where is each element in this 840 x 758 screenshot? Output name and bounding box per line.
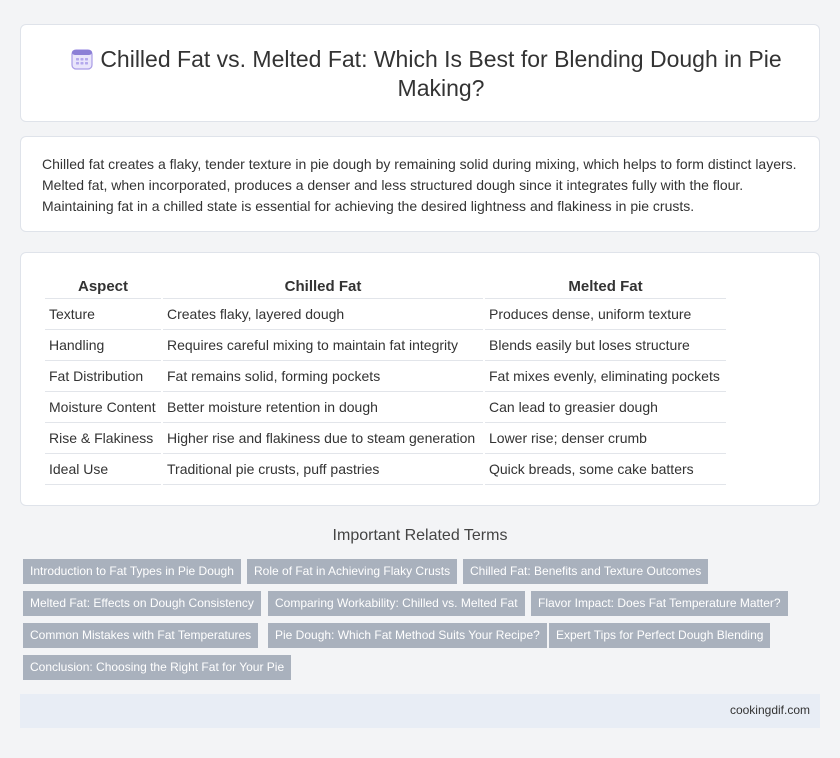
related-terms-heading: Important Related Terms	[332, 527, 508, 544]
table-cell: Texture	[45, 299, 161, 330]
intro-paragraph: Chilled fat creates a flaky, tender text…	[42, 156, 797, 214]
header-chilled-fat: Chilled Fat	[163, 275, 483, 299]
table-cell: Creates flaky, layered dough	[163, 299, 483, 330]
related-term-tag[interactable]: Flavor Impact: Does Fat Temperature Matt…	[531, 591, 788, 616]
table-cell: Handling	[45, 330, 161, 361]
table-cell: Moisture Content	[45, 392, 161, 423]
calendar-icon	[71, 49, 93, 70]
related-term-tag[interactable]: Role of Fat in Achieving Flaky Crusts	[247, 559, 458, 584]
related-term-tag[interactable]: Introduction to Fat Types in Pie Dough	[23, 559, 241, 584]
table-row: Handling Requires careful mixing to main…	[45, 330, 726, 361]
table-row: Texture Creates flaky, layered dough Pro…	[45, 299, 726, 330]
table-cell: Requires careful mixing to maintain fat …	[163, 330, 483, 361]
table-cell: Blends easily but loses structure	[485, 330, 726, 361]
related-term-tag[interactable]: Chilled Fat: Benefits and Texture Outcom…	[463, 559, 709, 584]
table-cell: Ideal Use	[45, 454, 161, 485]
table-row: Rise & Flakiness Higher rise and flakine…	[45, 423, 726, 454]
table-cell: Traditional pie crusts, puff pastries	[163, 454, 483, 485]
footer-site[interactable]: cookingdif.com	[729, 703, 810, 717]
related-term-tag[interactable]: Melted Fat: Effects on Dough Consistency	[23, 591, 261, 616]
table-cell: Fat mixes evenly, eliminating pockets	[485, 361, 726, 392]
header-melted-fat: Melted Fat	[485, 275, 726, 299]
related-term-tag[interactable]: Comparing Workability: Chilled vs. Melte…	[268, 591, 525, 616]
table-cell: Produces dense, uniform texture	[485, 299, 726, 330]
comparison-table: Aspect Chilled Fat Melted Fat Texture Cr…	[43, 275, 728, 485]
related-term-tag[interactable]: Conclusion: Choosing the Right Fat for Y…	[23, 655, 292, 680]
table-row: Ideal Use Traditional pie crusts, puff p…	[45, 454, 726, 485]
title-card: Chilled Fat vs. Melted Fat: Which Is Bes…	[20, 24, 820, 122]
table-cell: Quick breads, some cake batters	[485, 454, 726, 485]
intro-card: Chilled fat creates a flaky, tender text…	[20, 136, 820, 232]
footer: cookingdif.com	[20, 694, 820, 728]
page-title: Chilled Fat vs. Melted Fat: Which Is Bes…	[100, 46, 782, 101]
table-cell: Higher rise and flakiness due to steam g…	[163, 423, 483, 454]
table-cell: Fat Distribution	[45, 361, 161, 392]
related-term-tag[interactable]: Common Mistakes with Fat Temperatures	[23, 623, 259, 648]
related-term-tag[interactable]: Pie Dough: Which Fat Method Suits Your R…	[268, 623, 547, 648]
table-cell: Better moisture retention in dough	[163, 392, 483, 423]
table-cell: Rise & Flakiness	[45, 423, 161, 454]
related-term-tag[interactable]: Expert Tips for Perfect Dough Blending	[549, 623, 771, 648]
comparison-card: Aspect Chilled Fat Melted Fat Texture Cr…	[20, 252, 820, 506]
table-row: Moisture Content Better moisture retenti…	[45, 392, 726, 423]
table-cell: Lower rise; denser crumb	[485, 423, 726, 454]
table-cell: Fat remains solid, forming pockets	[163, 361, 483, 392]
table-row: Fat Distribution Fat remains solid, form…	[45, 361, 726, 392]
table-header-row: Aspect Chilled Fat Melted Fat	[45, 275, 726, 299]
table-cell: Can lead to greasier dough	[485, 392, 726, 423]
header-aspect: Aspect	[45, 275, 161, 299]
